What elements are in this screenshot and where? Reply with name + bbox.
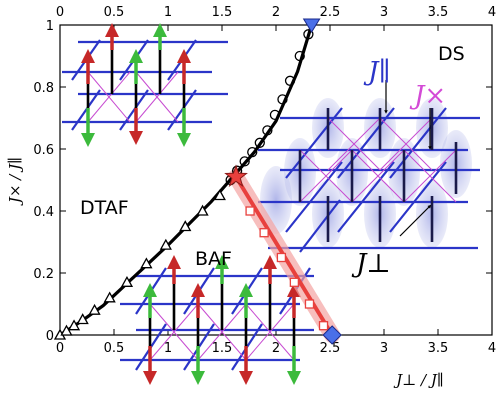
data-points bbox=[53, 18, 342, 345]
x-tick-label-top: 1.5 bbox=[212, 5, 233, 20]
circle-point bbox=[247, 146, 258, 158]
coupling-label-parallel: J∥ bbox=[363, 57, 390, 87]
x-tick-label-top: 0.5 bbox=[104, 5, 125, 20]
x-tick-label: 1 bbox=[164, 341, 172, 356]
x-tick-label: 0.5 bbox=[104, 341, 125, 356]
triangle-point bbox=[120, 275, 134, 287]
coupling-label-cross: J× bbox=[409, 81, 446, 111]
x-tick-label: 2.5 bbox=[320, 341, 341, 356]
y-tick-label: 0.6 bbox=[33, 143, 54, 158]
x-tick-label: 2 bbox=[272, 341, 280, 356]
ds-lattice-illustration bbox=[258, 80, 480, 253]
triangle-point bbox=[67, 319, 81, 331]
y-tick-label: 1 bbox=[46, 19, 54, 34]
square-point bbox=[276, 252, 287, 263]
circle-point bbox=[269, 109, 281, 121]
triangle-point bbox=[60, 324, 73, 336]
diamond-point bbox=[322, 325, 342, 345]
circle-point bbox=[294, 50, 305, 62]
triangle-point bbox=[140, 257, 153, 269]
x-tick-label-top: 3 bbox=[380, 5, 388, 20]
x-tick-label-top: 2 bbox=[272, 5, 280, 20]
circle-point bbox=[277, 94, 288, 105]
x-axis-title: J⊥ / J∥ bbox=[393, 371, 444, 389]
circle-point bbox=[284, 75, 296, 86]
circle-point bbox=[262, 125, 273, 136]
square-point bbox=[289, 277, 300, 287]
triangle-point bbox=[103, 291, 116, 303]
square-point bbox=[245, 206, 255, 216]
triangle-point bbox=[196, 204, 209, 216]
phase-label-ds: DS bbox=[438, 43, 465, 65]
triangle-point bbox=[159, 238, 172, 250]
dtaf-lattice-illustration bbox=[62, 23, 228, 147]
x-tick-label-top: 4 bbox=[488, 5, 496, 20]
y-tick-label: 0.2 bbox=[33, 267, 54, 282]
triangle-point bbox=[213, 189, 226, 201]
x-tick-label: 3 bbox=[380, 341, 388, 356]
circle-point bbox=[254, 137, 265, 148]
x-tick-label: 4 bbox=[488, 341, 496, 356]
square-point bbox=[318, 321, 329, 331]
x-tick-label-top: 2.5 bbox=[320, 5, 341, 20]
circle-point bbox=[239, 156, 250, 167]
x-tick-label-top: 1 bbox=[164, 5, 172, 20]
dtaf-boundary-curve bbox=[59, 24, 314, 337]
phase-label-baf: BAF bbox=[195, 248, 232, 270]
coupling-label-perp: J⊥ bbox=[351, 249, 391, 279]
phase-label-dtaf: DTAF bbox=[80, 197, 129, 219]
star-point bbox=[224, 164, 248, 188]
x-tick-label: 1.5 bbox=[212, 341, 233, 356]
y-axis-title: J× / J∥ bbox=[6, 157, 24, 206]
square-point bbox=[259, 228, 269, 238]
circle-point bbox=[303, 29, 314, 40]
y-tick-label: 0.4 bbox=[33, 205, 54, 220]
inverted-triangle-point bbox=[302, 18, 321, 33]
square-point bbox=[304, 299, 315, 309]
triangle-point bbox=[179, 220, 192, 232]
triangle-point bbox=[88, 303, 101, 315]
triangle-point bbox=[76, 313, 89, 325]
x-tick-label: 0 bbox=[56, 341, 64, 356]
y-tick-label: 0 bbox=[46, 329, 54, 344]
y-tick-label: 0.8 bbox=[33, 81, 54, 96]
x-tick-label: 3.5 bbox=[428, 341, 449, 356]
baf-lattice-illustration bbox=[120, 255, 314, 385]
x-tick-label-top: 3.5 bbox=[428, 5, 449, 20]
x-tick-label-top: 0 bbox=[56, 5, 64, 20]
axis-tick-labels: 0 0.5 1 1.5 2 2.5 3 3.5 4 0 0.5 1 1.5 2 2.5 3 3.5 4 0 0.2 0.… bbox=[33, 5, 496, 356]
